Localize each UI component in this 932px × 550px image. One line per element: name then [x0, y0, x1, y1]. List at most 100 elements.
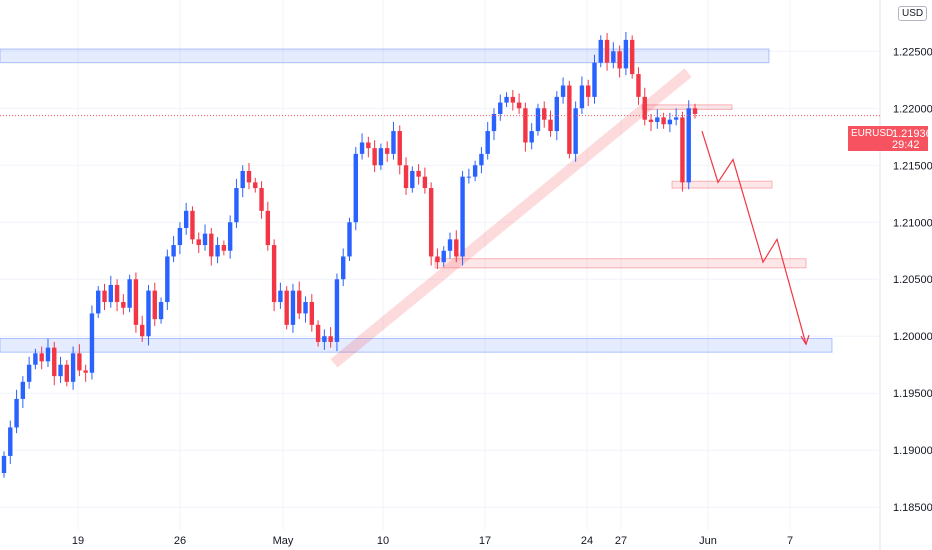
price-axis[interactable]: 1.22500 1.22000 1.21500 1.21000 1.20500 1.200… — [893, 46, 932, 514]
candle — [341, 248, 346, 287]
candle — [491, 108, 497, 141]
candle — [240, 165, 245, 198]
last-price-value: 1.21936 — [892, 128, 932, 140]
trendline[interactable] — [330, 68, 692, 368]
time-tick-4: 17 — [479, 535, 491, 547]
candle — [108, 275, 113, 308]
time-tick-8: 7 — [787, 535, 793, 547]
candle — [227, 215, 233, 259]
support-zone-1[interactable] — [0, 338, 833, 353]
candle — [636, 67, 641, 105]
bar-countdown: 29:42 — [892, 139, 920, 151]
candle — [303, 296, 308, 323]
candle — [378, 143, 384, 170]
candle — [529, 123, 534, 150]
candle — [648, 113, 654, 132]
candle — [428, 182, 434, 266]
price-tick-0: 1.22500 — [893, 46, 932, 58]
candle — [334, 273, 340, 352]
candle — [454, 230, 459, 263]
currency-text: USD — [902, 8, 924, 19]
candle — [611, 42, 616, 69]
candle — [52, 341, 57, 386]
candle — [309, 294, 315, 332]
candle — [209, 227, 214, 266]
candle — [604, 33, 610, 71]
time-tick-5: 24 — [581, 535, 593, 547]
candle — [20, 376, 26, 409]
time-tick-0: 19 — [72, 535, 84, 547]
time-axis[interactable]: 19 26 May 10 17 24 27 Jun 7 — [72, 535, 793, 547]
candle — [290, 283, 296, 333]
candle — [535, 103, 541, 136]
candle — [504, 92, 509, 108]
candle — [416, 164, 421, 185]
projection-path[interactable] — [701, 130, 810, 346]
candle — [441, 246, 446, 267]
candle — [686, 100, 691, 190]
candle — [114, 279, 120, 312]
candle — [121, 294, 126, 315]
candle — [190, 206, 195, 244]
candle — [284, 286, 289, 330]
candle — [353, 147, 358, 231]
time-tick-1: 26 — [174, 535, 186, 547]
resistance-zone-0[interactable] — [0, 48, 770, 64]
candle — [479, 147, 484, 174]
target-zone-3[interactable] — [671, 180, 773, 189]
candle — [202, 224, 208, 251]
price-tick-8: 1.18500 — [893, 502, 932, 514]
candle — [265, 201, 271, 251]
candle — [102, 283, 107, 311]
candle — [617, 45, 622, 78]
candle — [573, 101, 578, 162]
candle — [498, 94, 503, 121]
candle — [158, 297, 164, 324]
candle — [39, 346, 44, 370]
target-zone-2[interactable] — [434, 258, 807, 269]
candle — [391, 121, 396, 160]
time-tick-3: 10 — [377, 535, 389, 547]
candle — [598, 35, 603, 68]
candle — [1, 451, 7, 478]
candle — [567, 80, 572, 159]
candle — [171, 235, 176, 263]
price-tick-1: 1.22000 — [893, 103, 932, 115]
candle — [579, 76, 585, 114]
candle — [680, 111, 685, 192]
candle — [315, 320, 321, 347]
candle — [548, 110, 553, 137]
candle — [177, 222, 183, 255]
price-tick-7: 1.19000 — [893, 445, 932, 457]
candle — [328, 327, 333, 348]
candle — [629, 35, 635, 79]
last-price-tag: EURUSD 1.21936 29:42 — [848, 126, 932, 151]
candle — [70, 346, 76, 390]
candle — [259, 181, 264, 219]
rising-trendline[interactable] — [330, 68, 692, 368]
projected-move[interactable] — [701, 130, 807, 345]
candle — [655, 109, 660, 129]
zones — [0, 48, 833, 353]
time-tick-2: May — [273, 535, 294, 547]
candle — [77, 344, 82, 377]
candle — [183, 202, 189, 235]
price-tick-4: 1.20500 — [893, 274, 932, 286]
time-tick-6: 27 — [615, 535, 627, 547]
candle — [58, 356, 63, 383]
candle — [347, 217, 352, 262]
currency-label[interactable]: USD — [898, 6, 928, 21]
candle — [322, 329, 327, 350]
candle — [140, 315, 145, 342]
candle — [146, 284, 151, 346]
candle — [472, 160, 478, 182]
candle — [410, 166, 415, 193]
candle — [673, 108, 679, 126]
candle — [692, 103, 698, 119]
candles — [1, 31, 698, 478]
candle — [215, 237, 220, 264]
candle — [83, 364, 88, 382]
candle — [297, 281, 302, 320]
candle — [554, 91, 559, 141]
